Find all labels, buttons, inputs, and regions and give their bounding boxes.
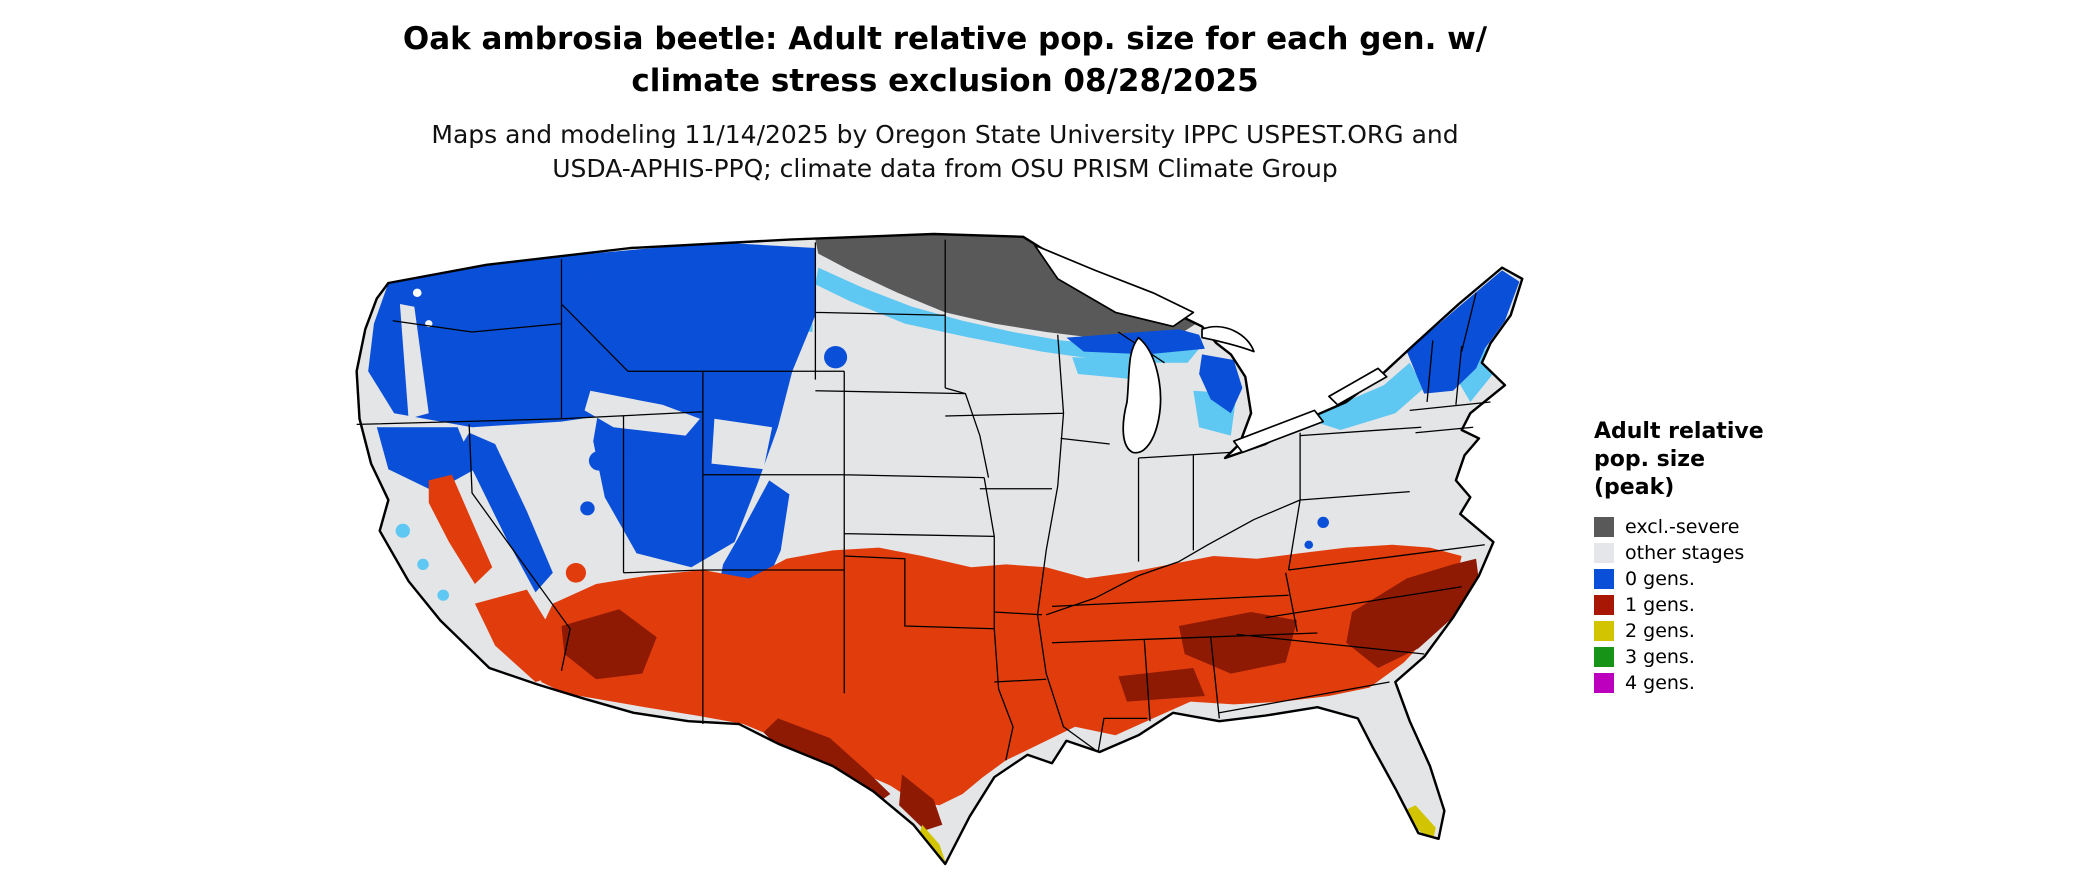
great-lakes (1033, 244, 1388, 454)
legend-label: excl.-severe (1625, 516, 1740, 538)
color-swatch-1-gens (1594, 595, 1614, 615)
legend-item-3-gens: 3 gens. (1594, 644, 1874, 670)
legend-title-line2: pop. size (1594, 447, 1705, 472)
region-2-gens (916, 805, 1436, 864)
color-swatch-4-gens (1594, 673, 1614, 693)
legend-label: 1 gens. (1625, 594, 1695, 616)
legend: Adult relative pop. size (peak) excl.-se… (1594, 418, 1874, 696)
map-subtitle-line1: Maps and modeling 11/14/2025 by Oregon S… (431, 120, 1459, 149)
legend-label: 0 gens. (1625, 568, 1695, 590)
legend-item-other-stages: other stages (1594, 540, 1874, 566)
lake-superior (1033, 244, 1195, 328)
color-swatch-3-gens (1594, 647, 1614, 667)
legend-title-line1: Adult relative (1594, 419, 1764, 444)
legend-item-2-gens: 2 gens. (1594, 618, 1874, 644)
legend-item-1-gens: 1 gens. (1594, 592, 1874, 618)
legend-label: 2 gens. (1625, 620, 1695, 642)
color-swatch-0-gens (1594, 569, 1614, 589)
region-valley-basins (399, 304, 773, 470)
map-title-line1: Oak ambrosia beetle: Adult relative pop.… (402, 21, 1488, 57)
us-outline (355, 232, 1524, 866)
map-subtitle-line2: USDA-APHIS-PPQ; climate data from OSU PR… (552, 154, 1338, 183)
lake-erie (1232, 409, 1325, 454)
legend-items: excl.-severe other stages 0 gens. 1 gens… (1594, 514, 1874, 696)
us-map (355, 232, 1524, 866)
color-swatch-2-gens (1594, 621, 1614, 641)
color-swatch-other-stages (1594, 543, 1614, 563)
legend-label: 4 gens. (1625, 672, 1695, 694)
lake-huron (1201, 325, 1255, 353)
lake-ontario (1328, 367, 1388, 406)
legend-label: other stages (1625, 542, 1745, 564)
color-swatch-excl-severe (1594, 517, 1614, 537)
legend-item-0-gens: 0 gens. (1594, 566, 1874, 592)
header: Oak ambrosia beetle: Adult relative pop.… (0, 18, 1890, 186)
map-fill-layers (356, 234, 1523, 864)
map-subtitle: Maps and modeling 11/14/2025 by Oregon S… (0, 118, 1890, 186)
legend-title: Adult relative pop. size (peak) (1594, 418, 1874, 502)
state-borders (356, 239, 1491, 761)
map-title-line2: climate stress exclusion 08/28/2025 (631, 63, 1259, 99)
legend-label: 3 gens. (1625, 646, 1695, 668)
legend-item-4-gens: 4 gens. (1594, 670, 1874, 696)
lake-michigan (1122, 336, 1162, 454)
legend-title-line3: (peak) (1594, 475, 1675, 500)
legend-item-excl-severe: excl.-severe (1594, 514, 1874, 540)
us-map-container (335, 213, 1554, 885)
region-1-gens (428, 474, 1462, 806)
